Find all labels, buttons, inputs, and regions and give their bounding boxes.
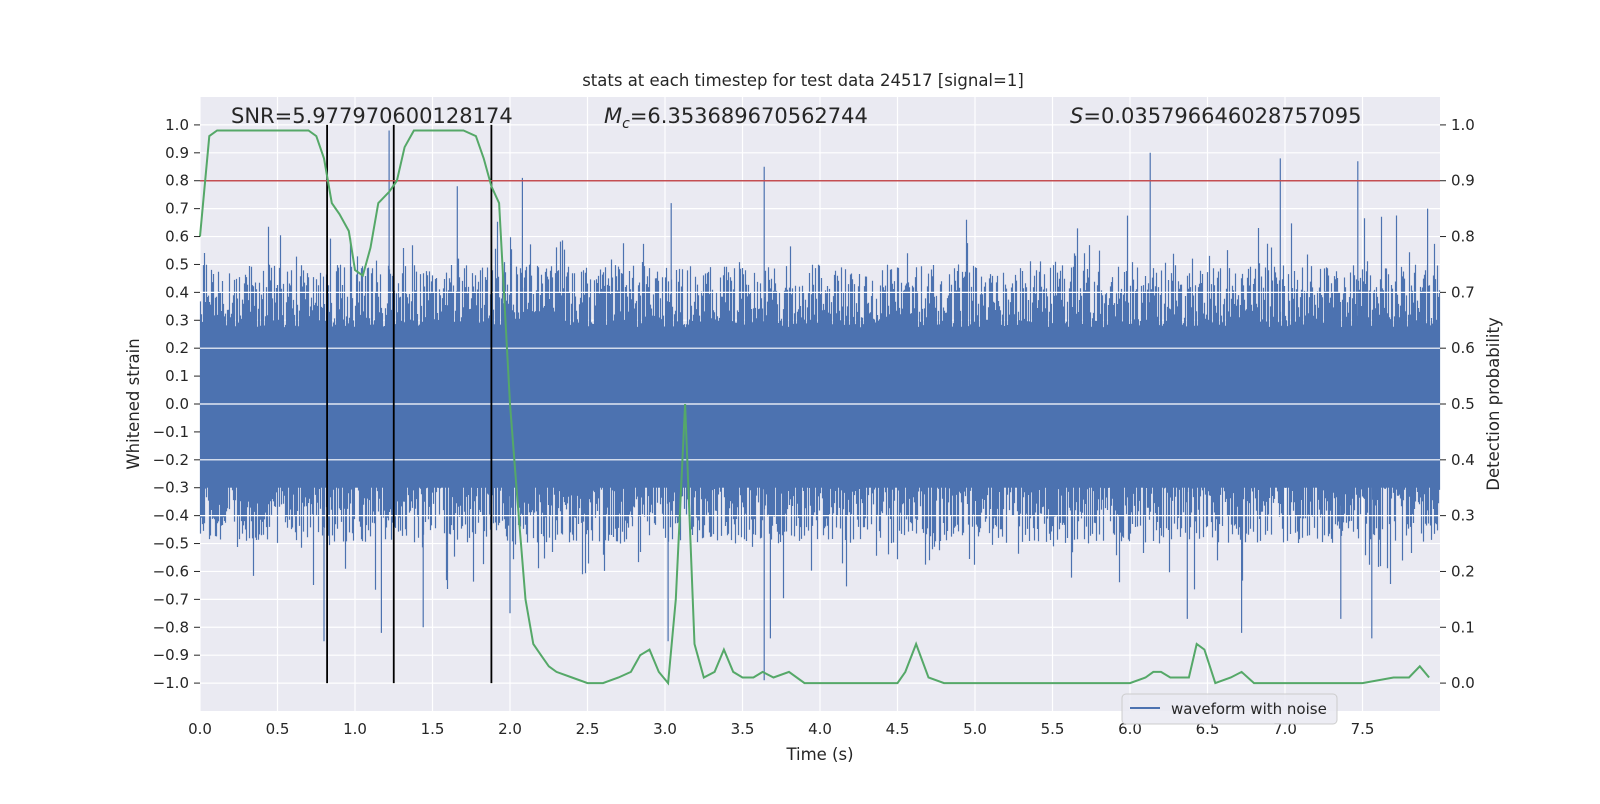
y-tick-label: 0.7: [165, 200, 189, 218]
y-tick-label: 0.9: [165, 144, 189, 162]
y-tick-label: −0.3: [153, 479, 189, 497]
chirp-mass-value: =6.353689670562744: [630, 104, 868, 128]
right-gridlines: [200, 291, 1440, 517]
x-tick-label: 5.5: [1041, 720, 1065, 738]
legend-label: waveform with noise: [1171, 700, 1327, 718]
x-tick-label: 1.5: [421, 720, 445, 738]
right-tick-label: 0.4: [1451, 451, 1475, 469]
y-tick-label: 0.6: [165, 228, 189, 246]
x-tick-label: 4.5: [886, 720, 910, 738]
y-tick-label: 0.8: [165, 172, 189, 190]
right-tick-label: 0.9: [1451, 172, 1475, 190]
y-tick-label: −0.7: [153, 590, 189, 608]
s-symbol: S: [1070, 104, 1083, 128]
chirp-mass-symbol: M: [604, 104, 622, 128]
y-tick-label: −0.8: [153, 618, 189, 636]
probability-series: [199, 129, 1430, 686]
y-tick-label: −1.0: [153, 674, 189, 692]
y-axis-ticks: 1.0 0.9 0.8 0.7 0.6 0.5 0.4 0.3 0.2 0.1 0.0 −0.1 −0.…: [153, 116, 200, 692]
right-tick-label: 0.6: [1451, 339, 1475, 357]
x-tick-label: 1.0: [343, 720, 367, 738]
y-tick-label: 0.2: [165, 339, 189, 357]
right-tick-label: 0.8: [1451, 228, 1475, 246]
legend: waveform with noise: [1121, 693, 1338, 725]
chirp-mass-subscript: c: [622, 116, 630, 132]
right-axis-ticks: 1.0 0.9 0.8 0.7 0.6 0.5 0.4 0.3 0.2 0.1 0.0: [1440, 116, 1475, 692]
s-value: =0.035796646028757095: [1083, 104, 1361, 128]
legend-box: [1121, 693, 1338, 725]
x-tick-label: 4.0: [808, 720, 832, 738]
waveform-series: [199, 130, 1441, 681]
y-tick-label: −0.5: [153, 535, 189, 553]
right-tick-label: 1.0: [1451, 116, 1475, 134]
x-tick-label: 7.5: [1351, 720, 1375, 738]
probability-line: [199, 129, 1430, 686]
right-tick-label: 0.5: [1451, 395, 1475, 413]
right-axis-label: Detection probability: [1484, 317, 1503, 491]
event-markers: [326, 124, 493, 684]
y-tick-label: 0.4: [165, 283, 189, 301]
y-tick-label: −0.6: [153, 562, 189, 580]
x-tick-label: 5.0: [963, 720, 987, 738]
x-tick-label: 0.0: [188, 720, 212, 738]
chart-title: stats at each timestep for test data 245…: [582, 71, 1024, 90]
x-tick-label: 0.5: [266, 720, 290, 738]
y-tick-label: 0.0: [165, 395, 189, 413]
y-tick-label: 0.1: [165, 367, 189, 385]
y-tick-label: 0.3: [165, 311, 189, 329]
x-tick-label: 3.5: [731, 720, 755, 738]
y-tick-label: −0.1: [153, 423, 189, 441]
right-tick-label: 0.0: [1451, 674, 1475, 692]
y-tick-label: −0.4: [153, 507, 189, 525]
y-tick-label: 1.0: [165, 116, 189, 134]
y-tick-label: −0.2: [153, 451, 189, 469]
right-tick-label: 0.2: [1451, 562, 1475, 580]
x-tick-label: 3.0: [653, 720, 677, 738]
right-tick-label: 0.3: [1451, 507, 1475, 525]
x-tick-label: 2.0: [498, 720, 522, 738]
x-tick-label: 2.5: [576, 720, 600, 738]
snr-annotation: SNR=5.977970600128174: [231, 104, 513, 128]
right-tick-label: 0.1: [1451, 618, 1475, 636]
right-tick-label: 0.7: [1451, 283, 1475, 301]
chirp-mass-annotation: Mc=6.353689670562744: [604, 104, 868, 132]
y-tick-label: −0.9: [153, 646, 189, 664]
y-tick-label: 0.5: [165, 255, 189, 273]
y-axis-label: Whitened strain: [124, 338, 143, 469]
s-annotation: S=0.035796646028757095: [1070, 104, 1361, 128]
x-axis-label: Time (s): [785, 745, 853, 764]
